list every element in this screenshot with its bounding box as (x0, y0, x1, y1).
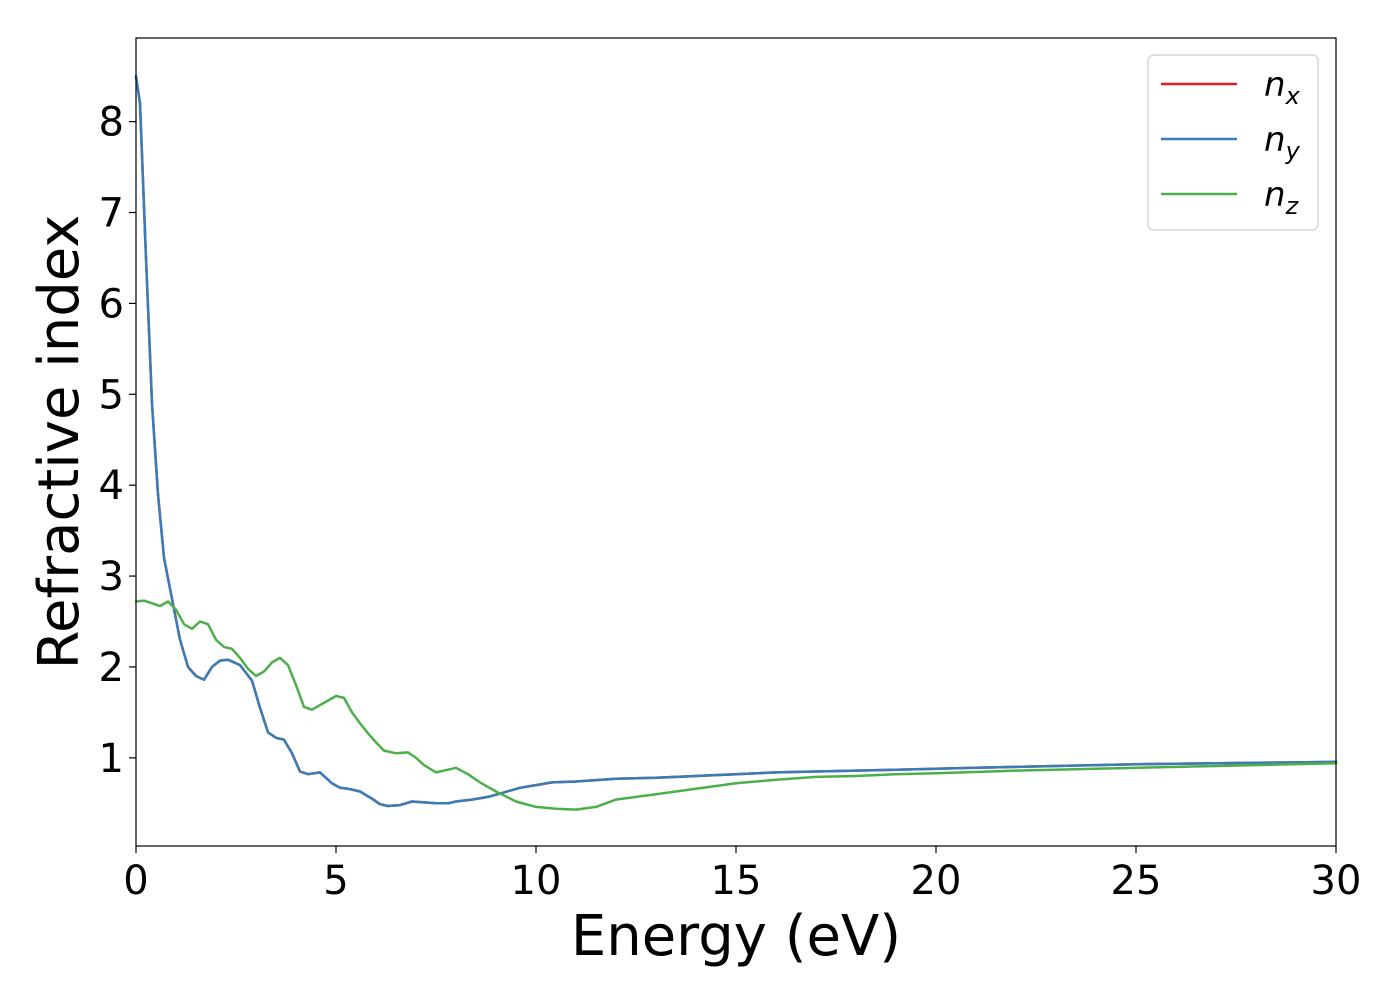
x-tick-label: 30 (1311, 858, 1362, 904)
series-layer (134, 74, 1338, 811)
series-line-ny (134, 74, 1338, 808)
plot-background (136, 38, 1336, 846)
y-tick-label: 1 (99, 736, 124, 782)
plot-area (136, 38, 1336, 846)
x-tick-label: 5 (323, 858, 348, 904)
y-axis-label: Refractive index (27, 215, 92, 670)
y-tick-label: 6 (99, 281, 124, 327)
x-tick-label: 20 (911, 858, 962, 904)
x-tick-label: 25 (1111, 858, 1162, 904)
y-tick-label: 5 (99, 372, 124, 418)
axes-layer: 0 5 10 15 20 25 30 1 2 3 4 5 6 7 8 (99, 37, 1362, 904)
y-tick-label: 2 (99, 645, 124, 691)
y-tick-label: 8 (99, 100, 124, 146)
legend-label-nx: nx (1264, 65, 1301, 110)
x-axis-label: Energy (eV) (571, 904, 901, 969)
y-tick-label: 4 (99, 463, 124, 509)
x-tick-label: 10 (511, 858, 562, 904)
legend-box (1147, 54, 1319, 231)
y-tick-label: 3 (99, 554, 124, 600)
x-tick-label: 15 (711, 858, 762, 904)
series-line-nz (134, 599, 1338, 811)
legend-label-nz: nz (1264, 175, 1300, 220)
legend-label-ny: ny (1264, 120, 1301, 165)
y-tick-label: 7 (99, 191, 124, 237)
x-tick-label: 0 (123, 858, 148, 904)
legend: nx ny nz (1147, 54, 1319, 231)
